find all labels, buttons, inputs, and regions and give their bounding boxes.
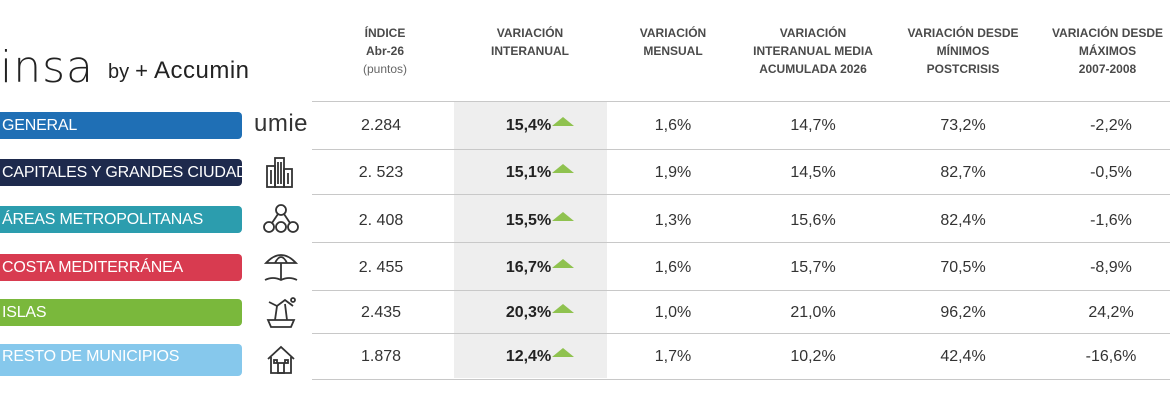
cell-maximos: -8,9% <box>1090 259 1132 276</box>
row-divider <box>312 379 1170 380</box>
buildings-icon <box>256 154 306 190</box>
beach-umbrella-icon <box>256 248 306 284</box>
cell-media: 10,2% <box>790 348 836 365</box>
cell-media: 15,7% <box>790 259 836 276</box>
cell-mensual: 1,9% <box>654 164 692 181</box>
trend-up-icon <box>552 117 575 126</box>
cell-media: 15,6% <box>790 212 836 229</box>
row-divider <box>312 290 1170 291</box>
cell-interanual: 15,5% <box>480 212 600 230</box>
house-icon <box>256 342 306 378</box>
trend-up-icon <box>552 212 575 221</box>
cell-indice: 2. 523 <box>358 164 404 181</box>
cell-maximos: -16,6% <box>1085 348 1137 365</box>
brand-name: insa <box>0 42 94 93</box>
row-label-general: GENERAL <box>0 112 242 139</box>
row-label-costa: COSTA MEDITERRÁNEA <box>0 254 242 281</box>
cell-media: 14,7% <box>790 117 836 134</box>
cell-minimos: 82,7% <box>940 164 986 181</box>
brand-by: by <box>108 61 130 83</box>
cell-indice: 2.284 <box>360 117 402 134</box>
cell-indice: 2. 408 <box>358 212 404 229</box>
brand-logo: insa by + Accumin <box>0 42 250 93</box>
cell-mensual: 1,7% <box>654 348 692 365</box>
header-variacion-minimos: VARIACIÓN DESDE MÍNIMOS POSTCRISIS <box>907 26 1019 76</box>
trend-up-icon <box>552 348 575 357</box>
trend-up-icon <box>552 259 575 268</box>
header-indice: ÍNDICE Abr-26 (puntos) <box>362 26 408 76</box>
cell-indice: 2. 455 <box>358 259 404 276</box>
cell-minimos: 70,5% <box>940 259 986 276</box>
header-variacion-media: VARIACIÓN INTERANUAL MEDIA ACUMULADA 202… <box>753 26 873 76</box>
cell-indice: 2.435 <box>360 304 402 321</box>
cell-mensual: 1,6% <box>654 117 692 134</box>
row-divider <box>312 101 1170 102</box>
highlight-column <box>454 102 607 378</box>
partner-name: Accumin <box>153 57 250 84</box>
cell-interanual: 15,1% <box>480 164 600 182</box>
cell-interanual: 12,4% <box>480 348 600 366</box>
cell-mensual: 1,0% <box>654 304 692 321</box>
cell-minimos: 96,2% <box>940 304 986 321</box>
cell-maximos: -2,2% <box>1090 117 1132 134</box>
row-label-resto: RESTO DE MUNICIPIOS <box>0 344 242 376</box>
header-variacion-maximos: VARIACIÓN DESDE MÁXIMOS 2007-2008 <box>1051 26 1164 76</box>
partner-mark-icon: + <box>135 58 148 83</box>
row-label-areas: ÁREAS METROPOLITANAS <box>0 206 242 233</box>
cell-minimos: 73,2% <box>940 117 986 134</box>
cell-media: 21,0% <box>790 304 836 321</box>
trend-up-icon <box>552 164 575 173</box>
cell-minimos: 82,4% <box>940 212 986 229</box>
network-icon <box>256 201 306 237</box>
trend-up-icon <box>552 304 575 313</box>
cell-maximos: -1,6% <box>1090 212 1132 229</box>
cell-maximos: -0,5% <box>1090 164 1132 181</box>
row-divider <box>312 242 1170 243</box>
cell-media: 14,5% <box>790 164 836 181</box>
island-icon <box>256 295 306 331</box>
cell-interanual: 20,3% <box>480 304 600 322</box>
cell-interanual: 15,4% <box>480 117 600 135</box>
row-divider <box>312 194 1170 195</box>
row-label-capitales: CAPITALES Y GRANDES CIUDADES <box>0 159 269 186</box>
cell-interanual: 16,7% <box>480 259 600 277</box>
header-variacion-mensual: VARIACIÓN MENSUAL <box>639 26 707 58</box>
cell-minimos: 42,4% <box>940 348 986 365</box>
cell-maximos: 24,2% <box>1088 304 1134 321</box>
header-variacion-interanual: VARIACIÓN INTERANUAL <box>491 26 569 58</box>
cell-mensual: 1,3% <box>654 212 692 229</box>
row-divider <box>312 149 1170 150</box>
umie-logo: umie <box>253 110 309 137</box>
cell-indice: 1.878 <box>360 348 402 365</box>
cell-mensual: 1,6% <box>654 259 692 276</box>
row-label-islas: ISLAS <box>0 299 242 326</box>
row-divider <box>312 333 1170 334</box>
